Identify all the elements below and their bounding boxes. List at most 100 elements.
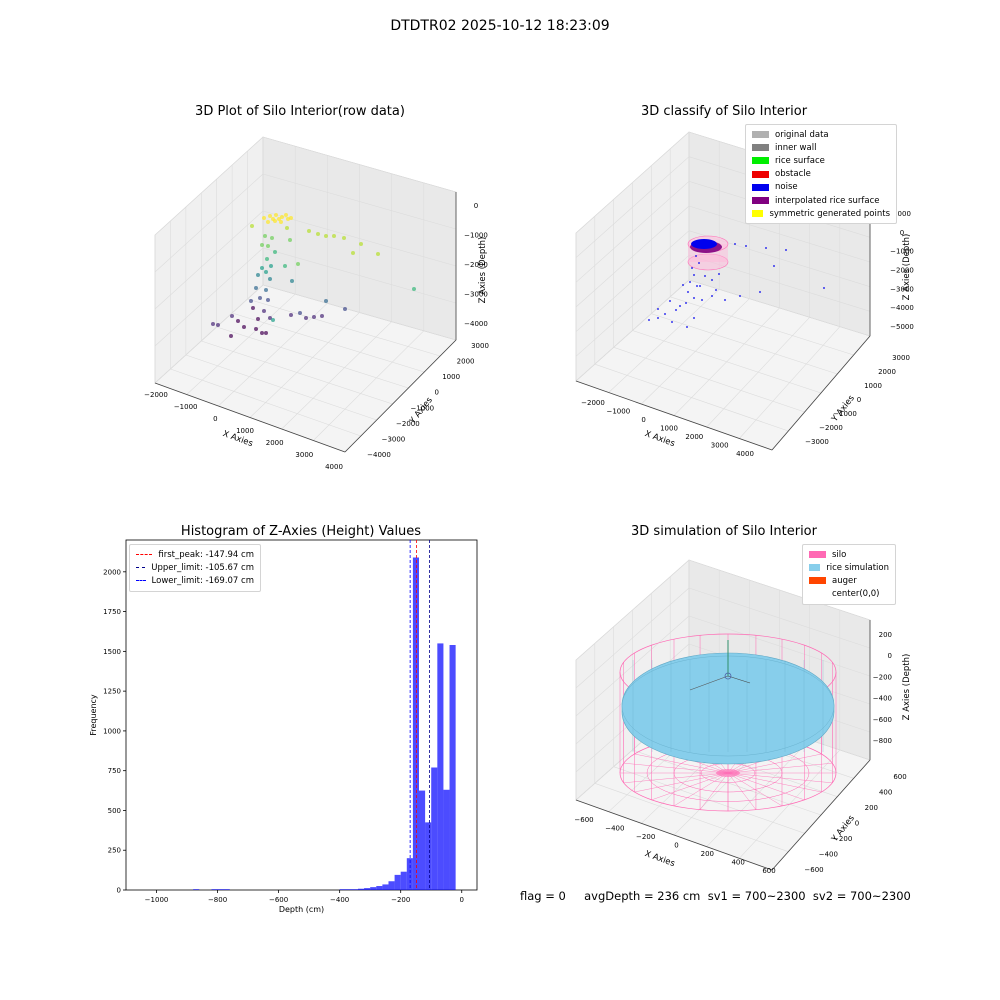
- y-tick-label: 1000: [442, 373, 460, 381]
- grid-line: [216, 326, 409, 389]
- z-tick-label: 1000: [893, 210, 911, 218]
- data-point: [264, 270, 268, 274]
- x-tick-label: −2000: [581, 399, 605, 407]
- grid-line: [201, 340, 393, 405]
- noise-point: [657, 317, 659, 319]
- legend-item: inner wall: [752, 141, 890, 154]
- x-tick-label: −600: [574, 816, 593, 824]
- data-point: [242, 325, 246, 329]
- data-point: [270, 236, 274, 240]
- noise-point: [704, 275, 706, 277]
- grid-line: [651, 313, 838, 375]
- grid-line: [154, 247, 264, 347]
- data-point: [256, 273, 260, 277]
- noise-point: [745, 245, 747, 247]
- data-point: [266, 244, 270, 248]
- x-axis-label: X Axies: [643, 849, 676, 869]
- legend-label: original data: [775, 129, 829, 140]
- grid-line: [154, 210, 264, 310]
- legend-swatch: [752, 197, 769, 205]
- grid-line: [281, 321, 392, 430]
- figure-title: DTDTR02 2025-10-12 18:23:09: [390, 18, 610, 34]
- data-point: [289, 313, 293, 317]
- x-tick-label: 400: [731, 859, 744, 867]
- y-tick-label: 1000: [103, 727, 121, 735]
- z-tick-label: −4000: [464, 320, 488, 328]
- y-tick-label: 500: [108, 807, 121, 815]
- x-tick-label: 0: [674, 842, 678, 850]
- data-point: [260, 331, 264, 335]
- panel2-3d-classify-scatter: −2000−100001000200030004000−3000−2000−10…: [575, 131, 914, 458]
- silo-floor-spoke: [623, 762, 729, 774]
- data-point: [249, 299, 253, 303]
- noise-point: [669, 300, 671, 302]
- data-point: [254, 286, 258, 290]
- grid-line: [613, 766, 805, 834]
- z-axis-label: Z Axies (Depth): [902, 654, 912, 721]
- data-point: [268, 316, 272, 320]
- grid-line: [185, 354, 377, 421]
- legend-item: center(0,0): [809, 588, 889, 601]
- silo-floor-spoke: [727, 772, 757, 810]
- z-tick-label: −2000: [464, 261, 488, 269]
- legend-label: auger: [832, 575, 857, 586]
- data-point: [277, 217, 281, 221]
- grid-line: [154, 136, 264, 236]
- x-tick-label: 600: [762, 867, 775, 875]
- z-tick-label: −2000: [890, 267, 914, 275]
- data-point: [250, 224, 254, 228]
- z-tick-label: 0: [900, 229, 904, 237]
- data-point: [273, 250, 277, 254]
- silo-floor-spoke: [623, 772, 729, 784]
- y-tick-label: −200: [833, 835, 852, 843]
- x-tick-label: −1000: [606, 408, 630, 416]
- legend-label: Upper_limit: -105.67 cm: [151, 562, 254, 573]
- data-point: [412, 287, 416, 291]
- data-point: [304, 316, 308, 320]
- noise-point: [699, 285, 701, 287]
- noise-point: [759, 291, 761, 293]
- histogram-bar: [364, 888, 371, 890]
- legend-item: Lower_limit: -169.07 cm: [136, 574, 254, 587]
- z-axis-label: Z Axies (Depth): [478, 237, 488, 304]
- x-tick-label: 2000: [685, 433, 703, 441]
- legend-item: auger: [809, 574, 889, 587]
- x-tick-label: −200: [636, 833, 655, 841]
- x-tick-label: 3000: [711, 442, 729, 450]
- histogram-bar: [412, 557, 420, 890]
- data-point: [280, 215, 284, 219]
- x-tick-label: 0: [460, 896, 464, 904]
- noise-point: [682, 284, 684, 286]
- grid-line: [247, 298, 441, 357]
- noise-point: [698, 262, 700, 264]
- noise-point: [693, 317, 695, 319]
- noise-point: [695, 255, 697, 257]
- histogram-bar: [406, 858, 413, 890]
- grid-line: [313, 330, 425, 441]
- histogram-bar: [211, 889, 230, 890]
- data-point: [284, 213, 288, 217]
- data-point: [258, 296, 262, 300]
- data-point: [324, 299, 328, 303]
- data-point: [265, 257, 269, 261]
- data-point: [376, 252, 380, 256]
- data-point: [260, 266, 264, 270]
- histogram-bar: [376, 886, 383, 890]
- y-tick-label: 250: [108, 847, 121, 855]
- noise-point: [701, 299, 703, 301]
- auger-arm: [727, 675, 751, 684]
- data-point: [296, 262, 300, 266]
- legend-label: interpolated rice surface: [775, 195, 880, 206]
- legend-item: Upper_limit: -105.67 cm: [136, 561, 254, 574]
- silo-center-bottom: [716, 769, 740, 777]
- grid-line: [594, 783, 789, 852]
- axis-line: [575, 799, 773, 871]
- z-tick-label: −800: [873, 737, 892, 745]
- legend-swatch: [809, 577, 826, 585]
- silo-floor-spoke: [727, 772, 822, 793]
- histogram-bar: [193, 889, 200, 890]
- panel3-histogram: −1000 −800 −600 −400 −200 0 0 250 500 750 1000 1250…: [89, 539, 478, 914]
- x-tick-label: 4000: [325, 463, 343, 471]
- y-tick-label: −2000: [396, 420, 420, 428]
